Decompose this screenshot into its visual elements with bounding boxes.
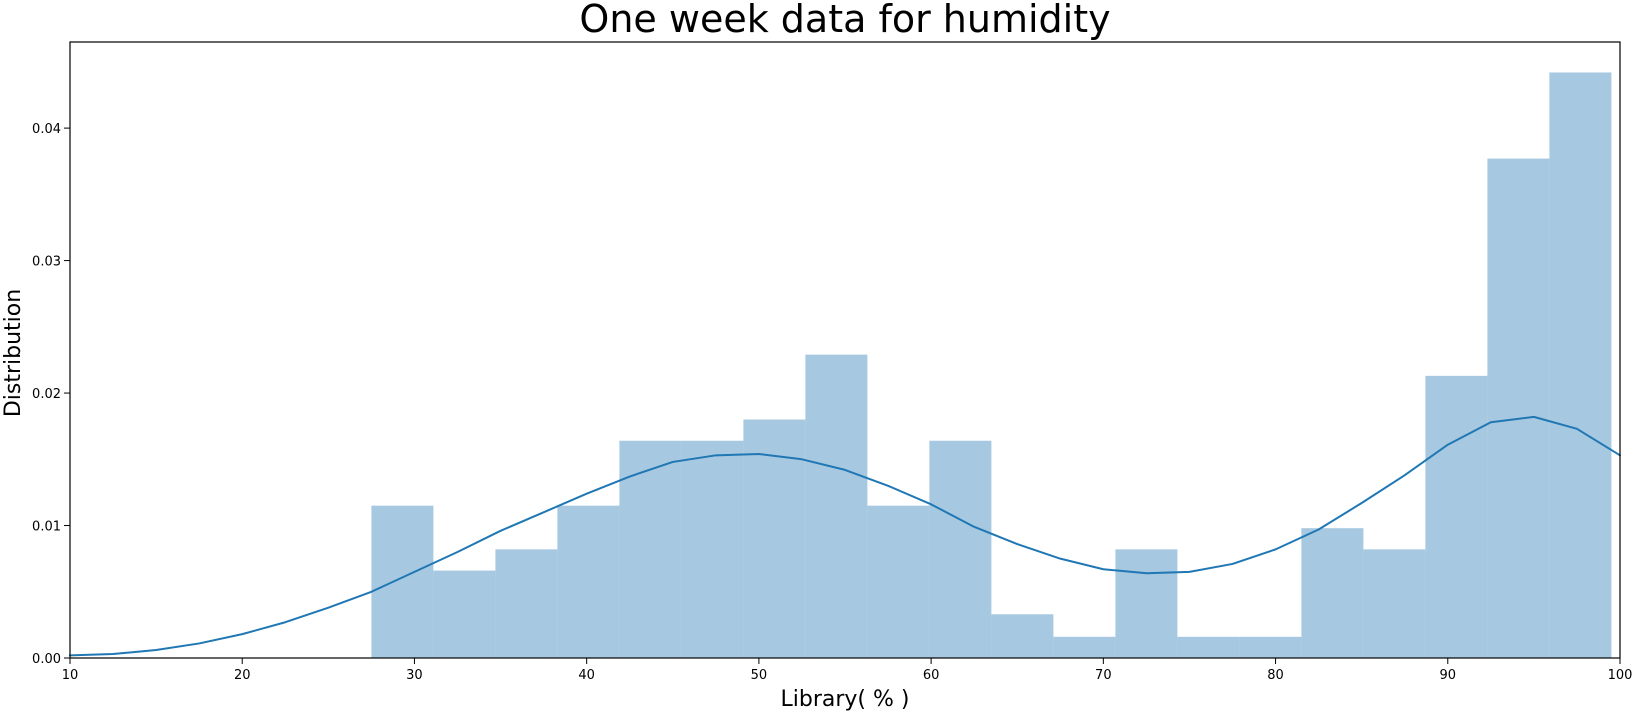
x-tick-label: 100 bbox=[1608, 668, 1633, 683]
y-tick-label: 0.02 bbox=[32, 387, 61, 402]
histogram-bar bbox=[1487, 158, 1550, 658]
x-axis-label: Library( % ) bbox=[781, 687, 910, 711]
chart-title: One week data for humidity bbox=[579, 0, 1110, 41]
histogram-bar bbox=[681, 440, 744, 658]
x-tick-label: 60 bbox=[923, 668, 940, 683]
histogram-bar bbox=[557, 505, 620, 658]
axes-frame bbox=[69, 41, 1621, 659]
histogram-bar bbox=[1301, 528, 1364, 658]
histogram-bar bbox=[433, 570, 496, 658]
histogram-bar bbox=[1239, 636, 1302, 658]
x-tick-label: 10 bbox=[62, 668, 79, 683]
x-tick-label: 90 bbox=[1440, 668, 1457, 683]
kde-line bbox=[69, 415, 1621, 657]
x-tick-label: 70 bbox=[1095, 668, 1112, 683]
kde-curve-layer bbox=[69, 415, 1621, 657]
histogram-bar bbox=[1549, 72, 1612, 659]
histogram-bars bbox=[371, 72, 1612, 659]
x-tick-label: 80 bbox=[1267, 668, 1284, 683]
y-axis-ticks: 0.00 0.01 0.02 0.03 0.04 bbox=[32, 122, 70, 667]
histogram-bar bbox=[805, 354, 868, 658]
y-axis-label: Distribution bbox=[1, 289, 26, 417]
y-tick-label: 0.01 bbox=[32, 520, 61, 535]
histogram-bar bbox=[867, 505, 930, 658]
histogram-bar bbox=[1363, 549, 1426, 658]
histogram-bar bbox=[371, 505, 434, 658]
x-tick-label: 30 bbox=[406, 668, 423, 683]
x-axis-ticks: 10 20 30 40 50 60 70 80 90 100 bbox=[62, 658, 1633, 683]
histogram-bar bbox=[619, 440, 682, 658]
histogram-bar bbox=[1177, 636, 1240, 658]
y-tick-label: 0.04 bbox=[32, 122, 61, 137]
x-tick-label: 20 bbox=[234, 668, 251, 683]
x-tick-label: 40 bbox=[578, 668, 595, 683]
y-tick-label: 0.03 bbox=[32, 255, 61, 270]
histogram-bar bbox=[991, 614, 1054, 658]
histogram-bar bbox=[495, 549, 558, 658]
y-tick-label: 0.00 bbox=[32, 652, 61, 667]
histogram-bar bbox=[929, 440, 992, 658]
histogram-bar bbox=[1115, 549, 1178, 658]
histogram-bar bbox=[1053, 636, 1116, 658]
histogram-bar bbox=[1425, 375, 1488, 658]
x-tick-label: 50 bbox=[751, 668, 768, 683]
